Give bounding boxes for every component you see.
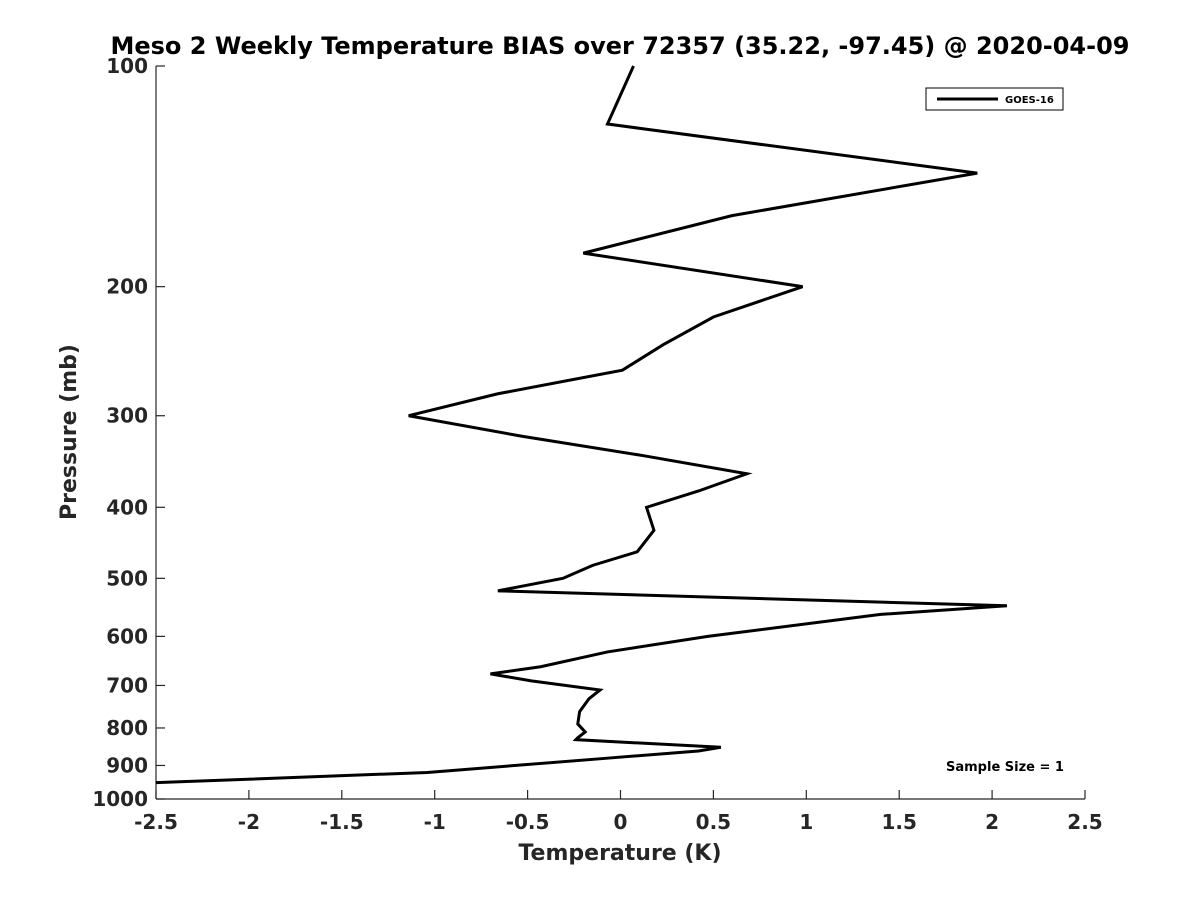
x-tick-label: 1.5 (881, 810, 916, 834)
y-axis-label: Pressure (mb) (57, 344, 82, 520)
plot-axes (155, 66, 1085, 800)
series-layer (155, 65, 1008, 785)
y-tick-label: 200 (106, 275, 148, 299)
x-tick-label: -1 (424, 810, 446, 834)
y-axis-ticks: 100 200 300 400 500 600 700 800 900 1000 (92, 54, 165, 811)
y-tick-label: 400 (106, 495, 148, 519)
chart-title: Meso 2 Weekly Temperature BIAS over 7235… (110, 32, 1129, 60)
series-line-goes16 (155, 65, 1008, 785)
y-tick-label: 600 (106, 624, 148, 648)
x-axis-label: Temperature (K) (518, 841, 721, 866)
legend: GOES-16 (925, 87, 1064, 111)
y-tick-label: 500 (106, 566, 148, 590)
x-tick-label: -2 (238, 810, 260, 834)
x-tick-label: -2.5 (134, 810, 178, 834)
y-tick-label: 900 (106, 753, 148, 777)
x-tick-label: 2.5 (1067, 810, 1102, 834)
y-tick-label: 1000 (92, 787, 148, 811)
legend-label-goes16: GOES-16 (1005, 95, 1054, 106)
x-tick-label: 1 (799, 810, 813, 834)
sample-size-annotation: Sample Size = 1 (946, 760, 1064, 775)
y-tick-label: 700 (106, 673, 148, 697)
x-tick-label: -1.5 (320, 810, 364, 834)
x-tick-label: 0.5 (696, 810, 731, 834)
x-tick-label: 0 (614, 810, 628, 834)
y-tick-label: 800 (106, 716, 148, 740)
x-axis-ticks: -2.5 -2 -1.5 -1 -0.5 0 0.5 1 1.5 2 2.5 (134, 790, 1103, 834)
y-tick-label: 100 (106, 54, 148, 78)
x-tick-label: -0.5 (506, 810, 550, 834)
y-tick-label: 300 (106, 404, 148, 428)
x-tick-label: 2 (985, 810, 999, 834)
